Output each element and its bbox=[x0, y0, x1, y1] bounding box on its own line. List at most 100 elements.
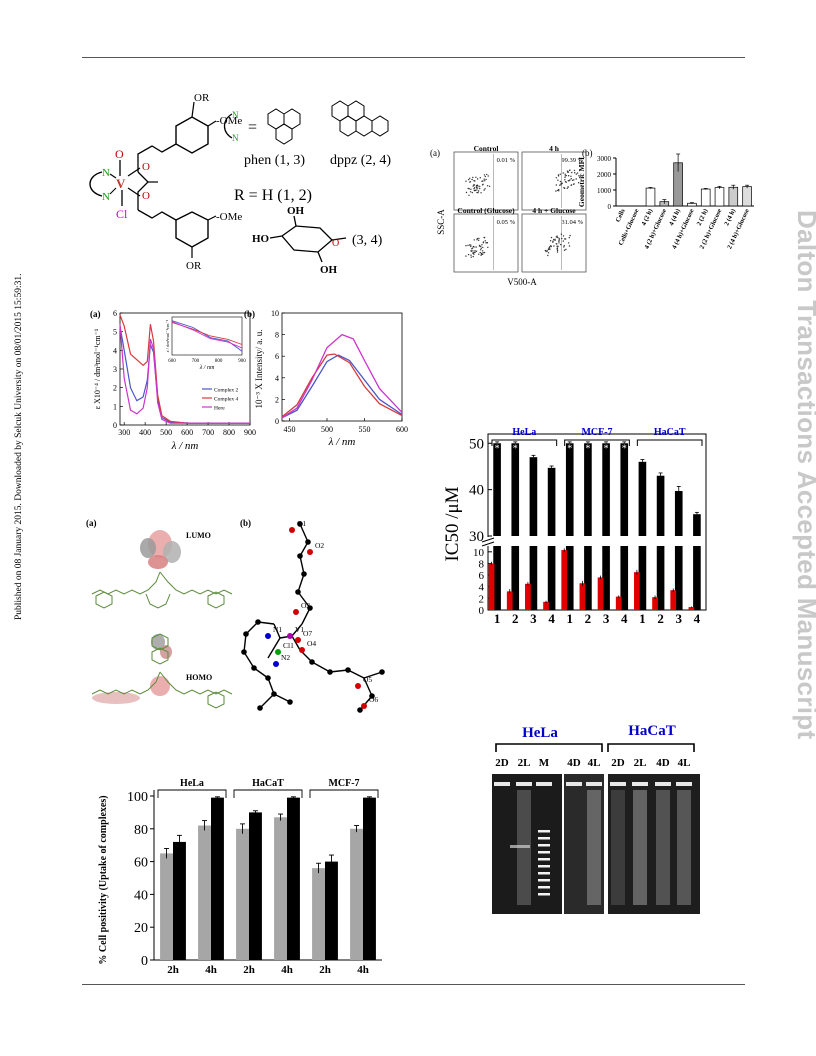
uptake-category-label: 4h bbox=[357, 964, 369, 976]
ic50-ytick-label-lower: 6 bbox=[479, 570, 485, 582]
ic50-black-bar bbox=[638, 461, 647, 536]
uv-ytick-label: 2 bbox=[113, 384, 117, 393]
flow-event-dot bbox=[562, 235, 565, 237]
ic50-red-bar bbox=[597, 577, 604, 610]
gel-block-1 bbox=[492, 774, 562, 914]
bottom-or-label: OR bbox=[186, 260, 202, 272]
flow-event-dot bbox=[560, 233, 563, 235]
ic50-asterisk: * bbox=[567, 443, 572, 454]
ic50-black-bar bbox=[656, 475, 665, 536]
flow-event-dot bbox=[575, 173, 577, 175]
flow-event-dot bbox=[471, 191, 473, 194]
ic50-ytick-label-upper: 30 bbox=[469, 529, 484, 545]
phen-label: phen (1, 3) bbox=[244, 153, 305, 168]
gel-lane-label: 4L bbox=[678, 757, 691, 769]
flow-event-dot bbox=[565, 174, 567, 177]
flow-event-dot bbox=[482, 253, 484, 255]
uptake-bar bbox=[211, 797, 224, 960]
uptake-ytick-label: 0 bbox=[141, 954, 148, 969]
flow-event-dot bbox=[477, 185, 479, 187]
mfi-ytick-label: 3000 bbox=[597, 155, 612, 163]
flow-cytometry-svg: (a) Control 0.01 % 4 h99.39 % Control (Gluc… bbox=[430, 144, 587, 287]
flow-event-dot bbox=[475, 250, 478, 252]
flow-percent-label: 0.05 % bbox=[497, 219, 516, 226]
ic50-category-label: 3 bbox=[603, 611, 610, 626]
r-equals-label: R = H (1, 2) bbox=[234, 187, 312, 204]
flow-event-dot bbox=[467, 253, 470, 256]
gel-block-2 bbox=[564, 774, 604, 914]
mfi-ytick-label: 1000 bbox=[597, 187, 612, 195]
chloride-atom: Cl bbox=[116, 207, 128, 221]
uptake-bar bbox=[236, 828, 249, 960]
crystal-bond bbox=[311, 661, 331, 673]
flow-event-dot bbox=[556, 235, 558, 237]
flow-event-dot bbox=[473, 184, 476, 186]
flow-event-dot bbox=[562, 172, 564, 174]
flow-event-dot bbox=[476, 239, 478, 241]
flow-event-dot bbox=[574, 172, 576, 174]
fl-ytick-label: 8 bbox=[275, 331, 279, 340]
flow-event-dot bbox=[482, 183, 484, 185]
crystal-carbon-atom bbox=[297, 521, 303, 527]
crystal-heteroatom bbox=[265, 633, 271, 639]
crystal-carbon-atom bbox=[307, 605, 313, 611]
uv-ytick-label: 5 bbox=[113, 328, 117, 337]
crystal-atom-label: O4 bbox=[307, 639, 316, 648]
flow-event-dot bbox=[567, 175, 570, 177]
uv-xtick-label: 400 bbox=[139, 428, 151, 437]
uptake-bar bbox=[249, 812, 262, 960]
flow-event-dot bbox=[563, 249, 566, 251]
uptake-ytick-label: 100 bbox=[127, 790, 148, 805]
sugar-oh-bottom: OH bbox=[320, 264, 338, 276]
flow-label-a: (a) bbox=[430, 148, 440, 158]
flow-event-dot bbox=[562, 240, 564, 242]
gel-band bbox=[510, 845, 530, 848]
crystal-carbon-atom bbox=[301, 571, 307, 577]
flow-event-dot bbox=[479, 185, 481, 188]
flow-event-dot bbox=[472, 252, 474, 254]
flow-event-dot bbox=[563, 186, 565, 189]
crystal-carbon-atom bbox=[379, 669, 385, 675]
flow-event-dot bbox=[465, 180, 467, 182]
uv-inset-xtick-label: 600 bbox=[168, 359, 176, 364]
uptake-category-label: 2h bbox=[243, 964, 255, 976]
ic50-ytick-label-lower: 10 bbox=[473, 547, 485, 559]
flow-event-dot bbox=[472, 176, 474, 179]
fl-series-line bbox=[281, 333, 403, 419]
flow-event-dot bbox=[469, 191, 472, 193]
ic50-category-label: 4 bbox=[548, 611, 555, 626]
flow-event-dot bbox=[556, 249, 559, 252]
flow-event-dot bbox=[556, 248, 558, 250]
flow-event-dot bbox=[550, 236, 553, 239]
flow-event-dot bbox=[558, 237, 560, 240]
flow-event-dot bbox=[479, 177, 481, 179]
flow-event-dot bbox=[476, 189, 478, 191]
ic50-red-bar bbox=[670, 590, 677, 610]
uptake-category-label: 2h bbox=[319, 964, 331, 976]
ic50-ytick-label-lower: 4 bbox=[479, 582, 485, 594]
ic50-ytick-label-lower: 2 bbox=[479, 593, 485, 605]
flow-event-dot bbox=[481, 180, 483, 183]
crystal-atom-label: N2 bbox=[281, 653, 290, 662]
gel-marker-band bbox=[538, 851, 550, 854]
flow-event-dot bbox=[549, 246, 551, 248]
lumo-label: LUMO bbox=[186, 531, 211, 540]
flow-event-dot bbox=[476, 191, 478, 194]
uv-xtick-label: 800 bbox=[223, 428, 235, 437]
flow-event-dot bbox=[475, 176, 477, 178]
ic50-black-bar-lower bbox=[511, 546, 520, 610]
flow-event-dot bbox=[558, 188, 560, 191]
mfi-bar bbox=[742, 186, 752, 207]
flow-quadrant-frame bbox=[521, 213, 587, 273]
lumo-orbital bbox=[140, 530, 181, 569]
flow-event-dot bbox=[552, 240, 554, 242]
uv-inset-xlabel: λ / nm bbox=[199, 365, 215, 371]
o-atom-top: O bbox=[142, 161, 150, 173]
flow-event-dot bbox=[480, 245, 482, 248]
vanadium-atom: V bbox=[116, 176, 126, 191]
crystal-bond bbox=[297, 573, 305, 593]
mfi-category-label: Cells bbox=[615, 207, 627, 223]
sugar-structure bbox=[269, 215, 347, 263]
flow-event-dot bbox=[478, 239, 480, 241]
ic50-red-bar bbox=[615, 596, 622, 610]
